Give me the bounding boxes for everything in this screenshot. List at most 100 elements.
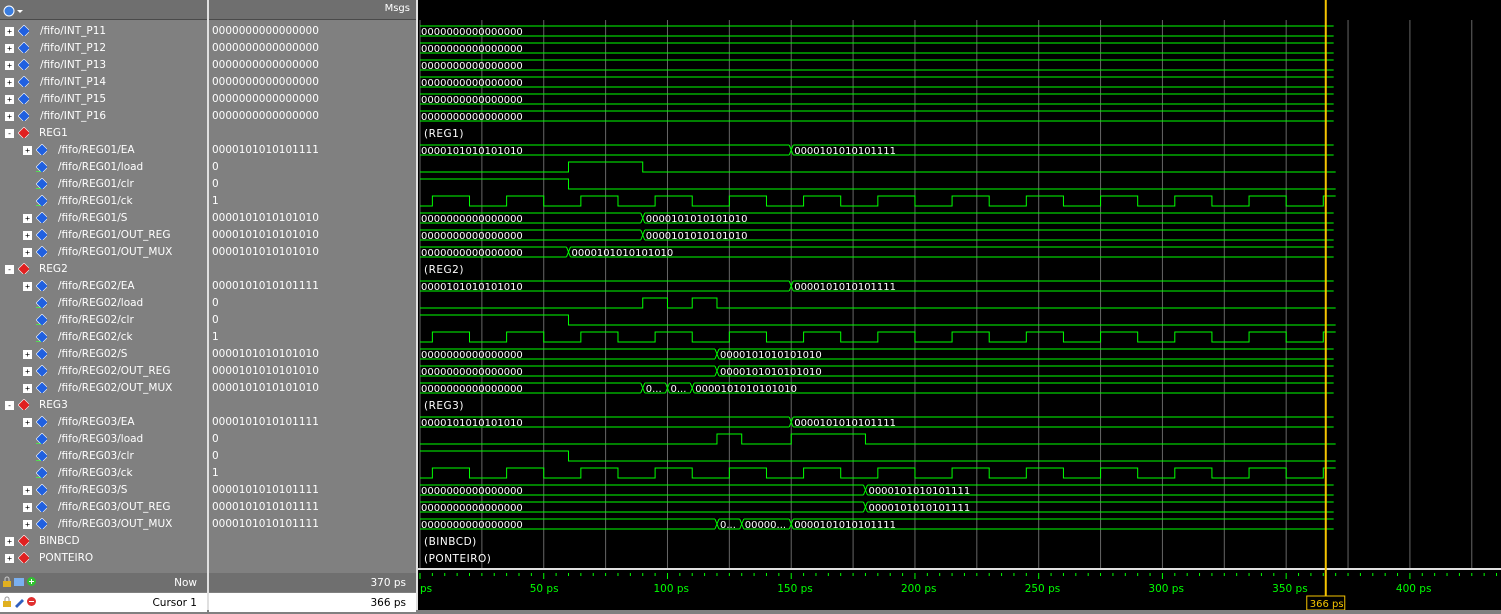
signal-row[interactable]: + /fifo/REG01/EA: [0, 142, 207, 159]
signal-value: 0000101010101010: [212, 212, 319, 224]
expand-icon[interactable]: +: [23, 248, 32, 257]
cursor-value-cell[interactable]: 366 ps: [209, 593, 416, 612]
signal-row[interactable]: /fifo/REG03/ck: [0, 465, 207, 482]
signal-row[interactable]: + /fifo/REG03/OUT_REG: [0, 499, 207, 516]
signal-row[interactable]: /fifo/REG02/ck: [0, 329, 207, 346]
signal-row[interactable]: /fifo/REG03/clr: [0, 448, 207, 465]
bus-wave-value: 0000000000000000: [421, 27, 523, 38]
signal-row[interactable]: + BINBCD: [0, 533, 207, 550]
signal-row[interactable]: /fifo/REG03/load: [0, 431, 207, 448]
bus-wave-value: 0000101010101010: [571, 248, 673, 259]
bus-signal-icon: [18, 76, 29, 87]
signal-row[interactable]: + /fifo/REG02/OUT_MUX: [0, 380, 207, 397]
expand-icon[interactable]: +: [23, 520, 32, 529]
bus-signal-icon: [36, 229, 47, 240]
signal-name: /fifo/REG03/OUT_REG: [58, 501, 171, 513]
signal-row[interactable]: + /fifo/REG03/S: [0, 482, 207, 499]
signal-row[interactable]: + /fifo/REG01/OUT_REG: [0, 227, 207, 244]
signal-name: BINBCD: [39, 535, 80, 547]
cursor-lock-icon[interactable]: [2, 596, 12, 611]
expand-icon[interactable]: +: [23, 384, 32, 393]
expand-icon[interactable]: +: [5, 78, 14, 87]
signal-value: 0: [212, 161, 219, 173]
signal-row[interactable]: + /fifo/INT_P11: [0, 23, 207, 40]
expand-icon[interactable]: +: [23, 282, 32, 291]
signal-row[interactable]: + /fifo/REG02/OUT_REG: [0, 363, 207, 380]
signal-value: 0000101010101111: [212, 416, 319, 428]
bus-transition: [640, 229, 646, 241]
signal-row[interactable]: + /fifo/REG02/EA: [0, 278, 207, 295]
signal-value: 0: [212, 178, 219, 190]
signal-row[interactable]: - REG3: [0, 397, 207, 414]
bus-signal-icon: [18, 42, 29, 53]
cursor-row[interactable]: Cursor 1: [0, 593, 207, 612]
tick-label: 150 ps: [777, 583, 813, 595]
lock-icon[interactable]: [2, 576, 12, 591]
expand-icon[interactable]: +: [23, 367, 32, 376]
expand-icon[interactable]: +: [5, 554, 14, 563]
waveform-canvas[interactable]: 0000000000000000 0000000000000000 00000000…: [418, 0, 1501, 611]
signal-row[interactable]: /fifo/REG01/clr: [0, 176, 207, 193]
signal-row[interactable]: /fifo/REG01/load: [0, 159, 207, 176]
signal-row[interactable]: /fifo/REG01/ck: [0, 193, 207, 210]
bus-signal-icon: [36, 144, 47, 155]
expand-icon[interactable]: +: [5, 112, 14, 121]
signal-row[interactable]: - REG2: [0, 261, 207, 278]
collapse-icon[interactable]: -: [5, 401, 14, 410]
signal-row[interactable]: + /fifo/REG03/OUT_MUX: [0, 516, 207, 533]
bus-wave-value: 0000000000000000: [421, 214, 523, 225]
signal-row[interactable]: + /fifo/INT_P12: [0, 40, 207, 57]
expand-icon[interactable]: +: [23, 231, 32, 240]
delete-cursor-icon[interactable]: [26, 596, 37, 610]
signal-row[interactable]: + /fifo/REG03/EA: [0, 414, 207, 431]
expand-icon[interactable]: +: [23, 214, 32, 223]
bit-wave: [420, 161, 1336, 173]
dropdown-icon[interactable]: [2, 3, 23, 17]
expand-icon[interactable]: +: [23, 146, 32, 155]
signal-value: 0000000000000000: [212, 76, 319, 88]
signal-row[interactable]: + /fifo/REG02/S: [0, 346, 207, 363]
expand-icon[interactable]: +: [23, 350, 32, 359]
signal-row[interactable]: /fifo/REG02/load: [0, 295, 207, 312]
bus-signal-icon: [36, 212, 47, 223]
expand-icon[interactable]: +: [5, 537, 14, 546]
bus-transition: [714, 518, 720, 530]
signal-name: /fifo/REG03/EA: [58, 416, 135, 428]
add-cursor-icon[interactable]: [26, 576, 37, 590]
expand-icon[interactable]: +: [23, 503, 32, 512]
bus-wave-value: 0000000000000000: [421, 350, 523, 361]
signal-row[interactable]: + /fifo/INT_P16: [0, 108, 207, 125]
bus-wave-value: 0000101010101111: [794, 146, 896, 157]
signal-row[interactable]: + /fifo/REG01/S: [0, 210, 207, 227]
signal-value: 0000101010101010: [212, 382, 319, 394]
signal-row[interactable]: + /fifo/REG01/OUT_MUX: [0, 244, 207, 261]
tick-label: 250 ps: [1025, 583, 1061, 595]
expand-icon[interactable]: +: [23, 418, 32, 427]
signal-name: /fifo/REG01/clr: [58, 178, 134, 190]
bus-signal-icon: [36, 484, 47, 495]
expand-icon[interactable]: +: [5, 44, 14, 53]
bit-signal-icon: [36, 433, 47, 444]
now-label: Now: [174, 577, 197, 589]
signal-name: /fifo/REG02/OUT_MUX: [58, 382, 173, 394]
signal-row[interactable]: + /fifo/INT_P14: [0, 74, 207, 91]
collapse-icon[interactable]: -: [5, 129, 14, 138]
expand-icon[interactable]: +: [23, 486, 32, 495]
cursor-edit-icon[interactable]: [13, 596, 25, 611]
signal-row[interactable]: - REG1: [0, 125, 207, 142]
signal-row[interactable]: /fifo/REG02/clr: [0, 312, 207, 329]
signal-name: /fifo/REG01/OUT_REG: [58, 229, 171, 241]
pane-divider-left[interactable]: [207, 0, 209, 610]
collapse-icon[interactable]: -: [5, 265, 14, 274]
signal-row[interactable]: + /fifo/INT_P13: [0, 57, 207, 74]
expand-icon[interactable]: +: [5, 61, 14, 70]
bit-wave: [420, 331, 1336, 343]
signal-row[interactable]: + /fifo/INT_P15: [0, 91, 207, 108]
expand-icon[interactable]: +: [5, 95, 14, 104]
wave-add-icon[interactable]: [13, 576, 25, 591]
pane-divider-right[interactable]: [416, 0, 418, 610]
waveform-pane[interactable]: 0000000000000000 0000000000000000 00000000…: [418, 0, 1501, 611]
bus-signal-icon: [36, 365, 47, 376]
signal-row[interactable]: + PONTEIRO: [0, 550, 207, 567]
expand-icon[interactable]: +: [5, 27, 14, 36]
